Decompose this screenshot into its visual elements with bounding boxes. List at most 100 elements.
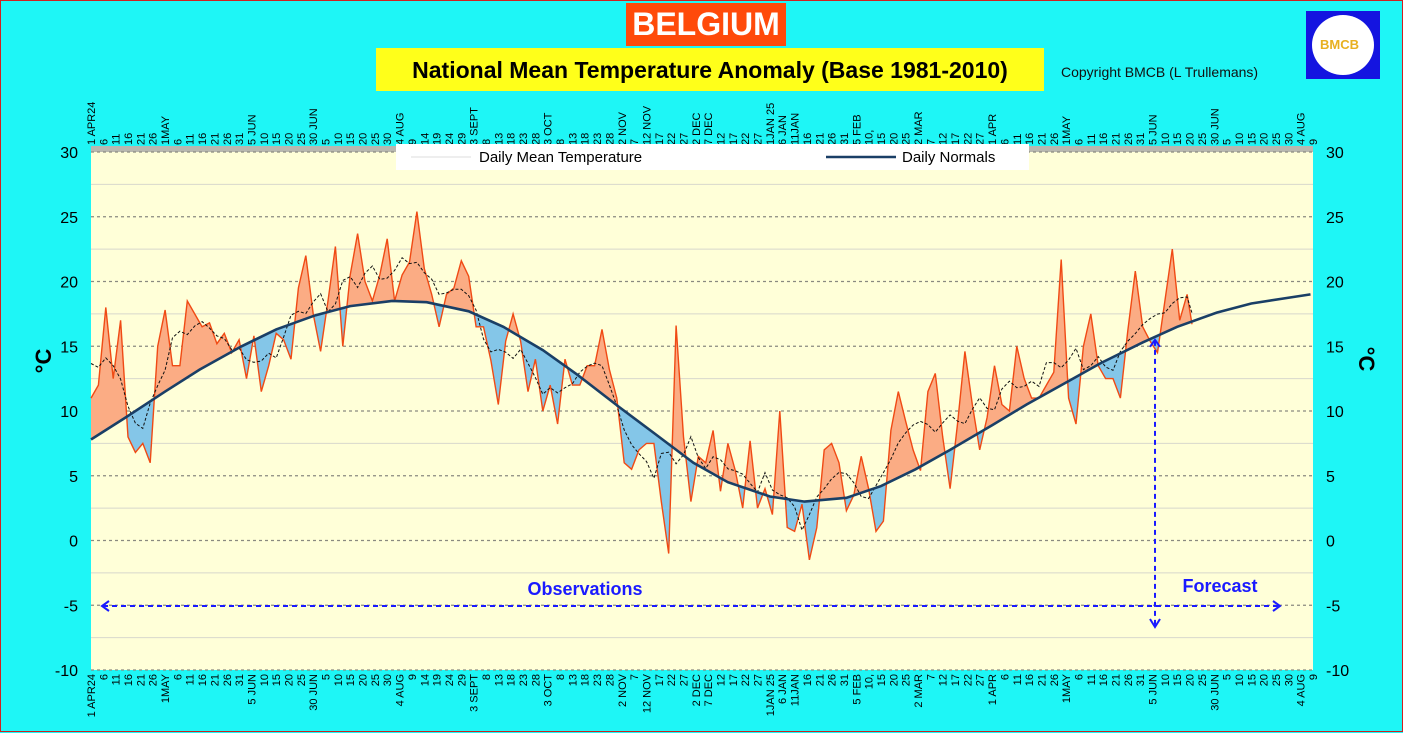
plot-area <box>91 152 1313 670</box>
x-tick-label-bottom: 21 <box>1036 674 1048 686</box>
x-tick-label-bottom: 21 <box>209 674 221 686</box>
x-tick-label-top: 26 <box>827 133 839 145</box>
x-tick-label-bottom: 19 <box>432 674 444 686</box>
y-tick-label-left: -10 <box>55 663 78 680</box>
x-tick-label-top: 18 <box>506 133 518 145</box>
x-tick-label-bottom: 31 <box>234 674 246 686</box>
x-tick-label-top: 28 <box>604 133 616 145</box>
x-tick-label-top: 13 <box>567 133 579 145</box>
x-tick-label-bottom: 22 <box>666 674 678 686</box>
daily-normals-line <box>90 293 1311 503</box>
x-tick-label-top: 16 <box>802 133 814 145</box>
x-tick-label-top: 26 <box>1123 133 1135 145</box>
y-tick-label-left: 30 <box>60 145 78 162</box>
y-tick-label-left: 5 <box>69 469 78 486</box>
x-tick-label-bottom: 12 <box>938 674 950 686</box>
x-tick-label-top: 4 AUG <box>395 113 407 145</box>
x-tick-label-bottom: 10 <box>333 674 345 686</box>
legend-temperature-label: Daily Mean Temperature <box>479 149 642 166</box>
x-tick-label-bottom: 11 <box>1012 674 1024 685</box>
x-tick-label-top: 5 <box>321 139 333 145</box>
x-tick-label-top: 2 DEC <box>691 113 703 145</box>
x-tick-label-top: 20 <box>283 133 295 145</box>
x-tick-label-bottom: 26 <box>1049 674 1061 686</box>
x-tick-label-top: 3 SEPT <box>469 107 481 145</box>
x-tick-label-bottom: 23 <box>592 674 604 686</box>
x-tick-label-top: 22 <box>740 133 752 145</box>
x-tick-label-bottom: 13 <box>567 674 579 686</box>
x-tick-label-bottom: 20 <box>358 674 370 686</box>
x-tick-label-bottom: 16 <box>197 674 209 686</box>
x-tick-label-bottom: 25 <box>296 674 308 686</box>
x-tick-label-bottom: 7 DEC <box>703 674 715 706</box>
x-tick-label-top: 1MAY <box>160 115 172 145</box>
x-tick-label-bottom: 6 <box>98 674 110 680</box>
x-tick-label-top: 7 <box>925 139 937 145</box>
x-tick-label-top: 14 <box>419 133 431 145</box>
x-tick-label-top: 8 <box>481 139 493 145</box>
x-tick-label-bottom: 30 JUN <box>308 674 320 711</box>
y-tick-label-left: 0 <box>69 534 78 551</box>
x-tick-label-bottom: 10 <box>1234 674 1246 686</box>
x-tick-label-bottom: 26 <box>1123 674 1135 686</box>
x-tick-label-bottom: 28 <box>604 674 616 686</box>
x-tick-label-bottom: 27 <box>753 674 765 686</box>
x-tick-label-bottom: 6 JAN <box>777 674 789 704</box>
x-tick-label-bottom: 6 <box>172 674 184 680</box>
x-tick-label-top: 30 JUN <box>308 108 320 145</box>
x-tick-label-bottom: 5 FEB <box>851 674 863 705</box>
x-tick-label-bottom: 25 <box>1197 674 1209 686</box>
x-tick-label-top: 9 <box>407 139 419 145</box>
x-tick-label-bottom: 15 <box>271 674 283 686</box>
x-tick-label-bottom: 11 <box>185 674 197 685</box>
x-tick-label-bottom: 5 JUN <box>1148 674 1160 705</box>
x-tick-label-bottom: 6 <box>999 674 1011 680</box>
x-tick-label-top: 17 <box>654 133 666 145</box>
x-tick-label-top: 27 <box>975 133 987 145</box>
x-tick-label-top: 8 <box>555 139 567 145</box>
x-tick-label-bottom: 11JAN <box>790 674 802 706</box>
copyright-text: Copyright BMCB (L Trullemans) <box>1061 64 1259 80</box>
x-tick-label-bottom: 17 <box>950 674 962 686</box>
x-tick-label-top: 21 <box>135 133 147 145</box>
x-tick-label-bottom: 16 <box>1098 674 1110 686</box>
x-tick-label-top: 20 <box>1259 133 1271 145</box>
running-mean-line <box>90 256 1193 532</box>
x-tick-label-top: 10, <box>864 130 876 145</box>
x-tick-label-bottom: 12 <box>716 674 728 686</box>
x-tick-label-top: 11 <box>111 134 123 145</box>
x-tick-label-bottom: 10 <box>1160 674 1172 686</box>
x-tick-label-bottom: 23 <box>518 674 530 686</box>
x-tick-label-top: 25 <box>370 133 382 145</box>
x-tick-label-bottom: 4 AUG <box>1296 674 1308 706</box>
x-tick-label-top: 27 <box>753 133 765 145</box>
x-tick-label-top: 10 <box>1160 133 1172 145</box>
x-tick-label-top: 15 <box>1172 133 1184 145</box>
x-tick-label-bottom: 27 <box>975 674 987 686</box>
arrow-right-icon <box>1272 600 1282 612</box>
y-tick-label-left: 25 <box>60 210 78 227</box>
x-tick-label-bottom: 6 <box>1073 674 1085 680</box>
x-tick-label-bottom: 2 DEC <box>691 674 703 706</box>
x-tick-label-top: 2 MAR <box>913 111 925 145</box>
y-tick-label-right: 20 <box>1326 275 1344 292</box>
x-tick-label-top: 15 <box>271 133 283 145</box>
x-tick-label-top: 23 <box>518 133 530 145</box>
logo-circle <box>1312 15 1374 75</box>
x-tick-label-top: 28 <box>530 133 542 145</box>
x-tick-label-bottom: 31 <box>1135 674 1147 686</box>
x-tick-label-bottom: 30 <box>382 674 394 686</box>
x-tick-label-top: 11 <box>185 134 197 145</box>
x-tick-label-top: 16 <box>123 133 135 145</box>
x-tick-label-bottom: 15 <box>1172 674 1184 686</box>
x-tick-label-top: 31 <box>839 133 851 145</box>
daily-mean-temperature-line <box>90 211 1193 561</box>
x-tick-label-bottom: 5 <box>321 674 333 680</box>
x-tick-label-top: 21 <box>1111 133 1123 145</box>
y-tick-label-right: -10 <box>1326 663 1349 680</box>
x-tick-label-bottom: 2 MAR <box>913 674 925 708</box>
x-tick-label-top: 19 <box>432 133 444 145</box>
arrow-down-icon <box>1149 618 1161 629</box>
x-tick-label-top: 25 <box>901 133 913 145</box>
